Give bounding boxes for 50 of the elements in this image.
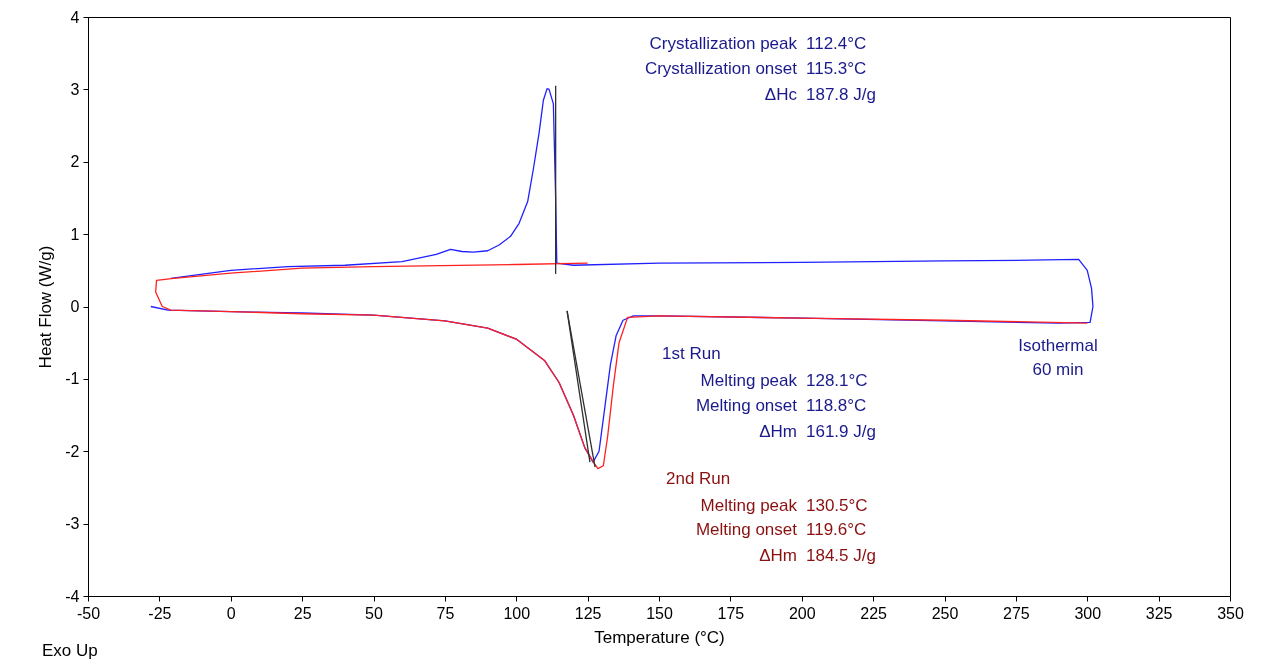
y-tick-label: -2 <box>65 442 80 460</box>
x-tick-label: 25 <box>293 604 312 622</box>
annotation: 115.3°C <box>806 59 867 78</box>
annotation: ΔHc <box>764 85 798 104</box>
annotation: ΔHm <box>759 546 797 565</box>
y-tick-label: 1 <box>70 225 80 243</box>
x-tick-label: 0 <box>226 604 236 622</box>
x-tick-label: 350 <box>1217 604 1244 622</box>
y-tick-label: 4 <box>70 8 80 26</box>
annotation: Crystallization peak <box>649 34 798 53</box>
x-tick-label: 100 <box>503 604 531 622</box>
x-axis-title: Temperature (°C) <box>594 627 725 647</box>
annotation: Melting onset <box>695 396 798 415</box>
x-tick-label: 75 <box>436 604 455 622</box>
y-tick-label: -1 <box>65 370 80 388</box>
y-tick-label: 0 <box>70 298 80 315</box>
y-tick-label: 3 <box>70 80 80 98</box>
annotation: 128.1°C <box>806 371 868 390</box>
annotation: 184.5 J/g <box>806 546 876 565</box>
x-tick-label: 225 <box>860 604 888 622</box>
x-tick-label: 275 <box>1003 604 1030 622</box>
x-tick-label: -50 <box>76 604 101 622</box>
annotation: 119.6°C <box>806 520 867 539</box>
x-tick-label: 175 <box>717 604 745 622</box>
x-tick-label: 300 <box>1074 604 1102 622</box>
x-tick-label: 325 <box>1145 604 1173 622</box>
annotation: Isothermal 60 min <box>1018 336 1098 379</box>
annotation: Melting peak <box>700 371 798 390</box>
annotation: Crystallization onset <box>644 59 798 78</box>
x-tick-label: 150 <box>646 604 673 622</box>
annotation: 161.9 J/g <box>806 422 876 441</box>
y-tick-label: 2 <box>70 153 80 171</box>
x-tick-label: 200 <box>788 604 816 622</box>
annotation: 112.4°C <box>806 34 867 53</box>
annotation: 187.8 J/g <box>806 85 876 104</box>
text: Exo Up <box>42 641 98 660</box>
x-tick-label: 125 <box>574 604 602 622</box>
y-tick-label: -3 <box>65 515 80 533</box>
annotation: 1st Run <box>662 344 721 363</box>
annotation: 130.5°C <box>806 496 868 515</box>
x-tick-label: 250 <box>931 604 959 622</box>
y-tick-label: -4 <box>65 587 80 605</box>
annotation: Melting peak <box>700 496 798 515</box>
annotation: ΔHm <box>759 422 797 441</box>
x-tick-label: -25 <box>148 604 172 622</box>
annotation: 2nd Run <box>666 469 731 488</box>
y-axis-title: Heat Flow (W/g) <box>36 245 56 369</box>
annotation: 118.8°C <box>806 396 867 415</box>
annotation: Melting onset <box>695 520 798 539</box>
x-tick-label: 50 <box>365 604 383 622</box>
